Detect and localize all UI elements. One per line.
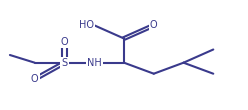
Text: NH: NH bbox=[87, 58, 102, 68]
Text: S: S bbox=[62, 58, 67, 68]
Text: O: O bbox=[150, 20, 157, 30]
Text: O: O bbox=[31, 74, 38, 84]
Text: HO: HO bbox=[79, 20, 94, 30]
Text: O: O bbox=[61, 37, 68, 47]
